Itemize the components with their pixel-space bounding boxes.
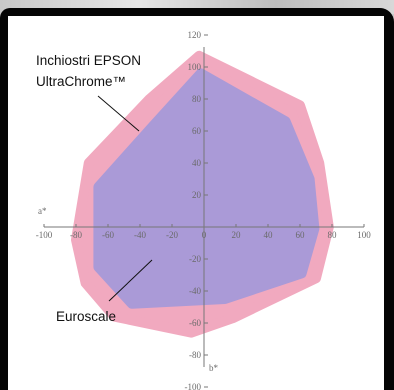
y-tick-label: 100 <box>188 62 202 72</box>
x-tick-label: -60 <box>102 230 114 240</box>
y-tick-label: 80 <box>192 94 202 104</box>
y-tick-label: -40 <box>189 286 201 296</box>
annotation-euroscale: Euroscale <box>56 309 116 324</box>
y-tick-label: 20 <box>192 190 202 200</box>
annotation-ultrachrome-leader <box>97 95 140 132</box>
gamut-area-euroscale <box>93 68 320 309</box>
x-tick-label: 20 <box>232 230 242 240</box>
x-tick-label: 0 <box>202 230 207 240</box>
y-tick-label: -60 <box>189 318 201 328</box>
x-tick-label: 40 <box>264 230 274 240</box>
x-tick-label: 60 <box>296 230 306 240</box>
x-tick-label: -100 <box>36 230 53 240</box>
y-tick-label: -20 <box>189 254 201 264</box>
y-axis-label: b* <box>209 363 219 373</box>
y-tick-label: -100 <box>185 382 202 390</box>
annotation-euroscale-leader <box>108 259 153 302</box>
annotation-ultrachrome-line1: Inchiostri EPSON <box>36 53 141 68</box>
x-tick-label: -20 <box>166 230 178 240</box>
x-tick-label: -40 <box>134 230 146 240</box>
y-tick-label: 40 <box>192 158 202 168</box>
y-tick-label: 60 <box>192 126 202 136</box>
x-tick-label: 80 <box>328 230 338 240</box>
x-axis-label: a* <box>38 206 47 216</box>
x-tick-label: 100 <box>357 230 371 240</box>
annotation-ultrachrome-line2: UltraChrome™ <box>36 74 126 89</box>
y-tick-label: -80 <box>189 350 201 360</box>
y-tick-label: 120 <box>188 30 202 40</box>
x-tick-label: -80 <box>70 230 82 240</box>
